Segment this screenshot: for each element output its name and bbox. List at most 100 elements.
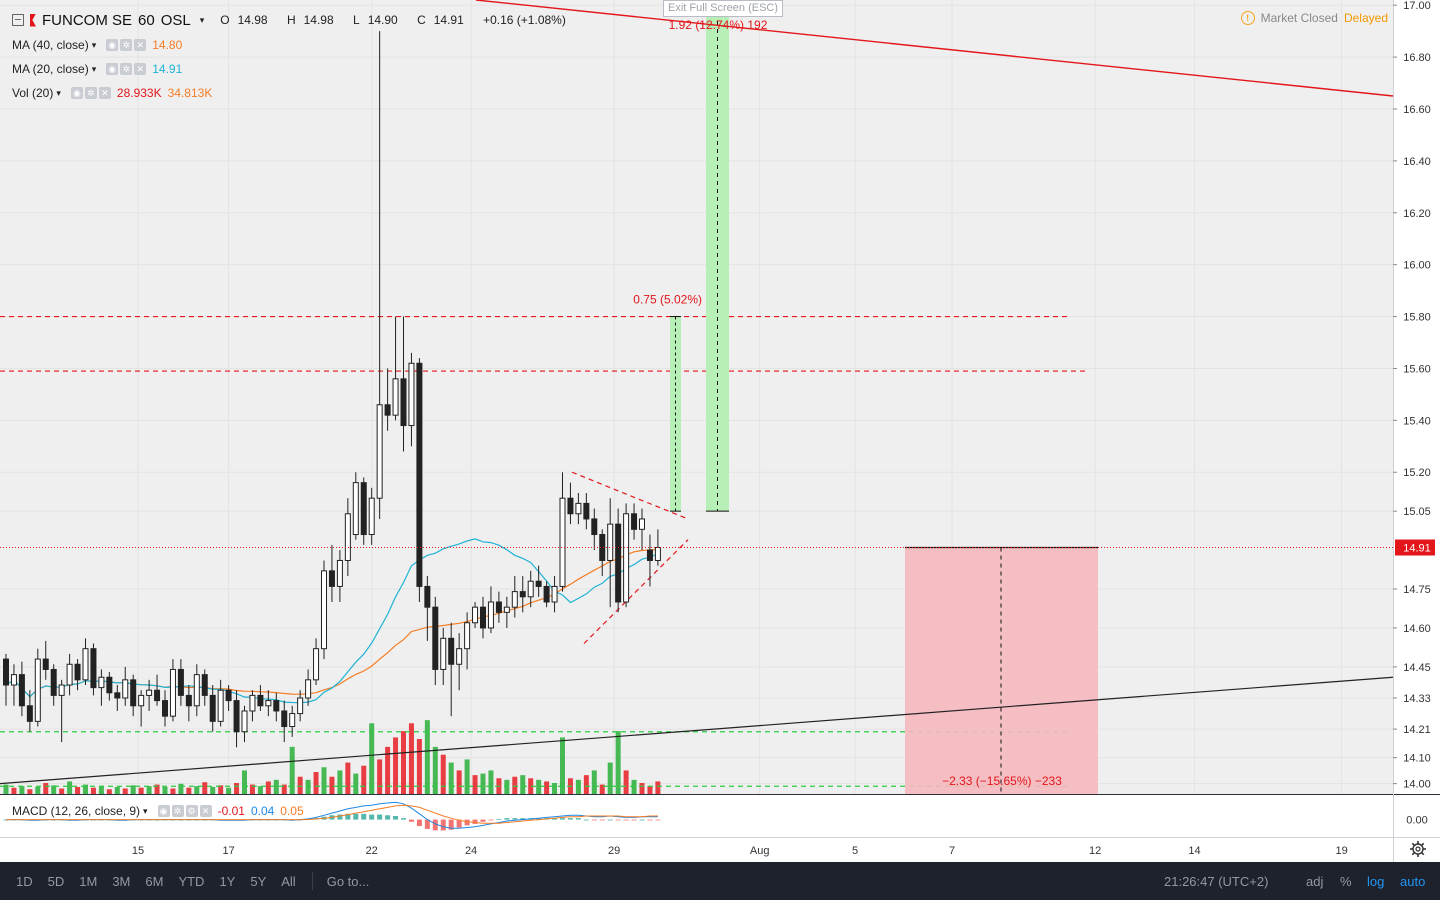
candle-body <box>50 668 57 696</box>
timeframe-all[interactable]: All <box>281 873 296 889</box>
vol-label[interactable]: Vol (20) <box>12 86 54 100</box>
macd-histogram-bar <box>448 819 454 830</box>
volume-bar <box>305 779 311 794</box>
macd-histogram-bar <box>623 819 629 821</box>
settings-icon[interactable]: ⚙ <box>185 805 198 817</box>
eye-icon[interactable]: ◉ <box>157 805 170 817</box>
timeframe-1d[interactable]: 1D <box>16 873 33 889</box>
candle-body <box>225 689 232 702</box>
ma40-label[interactable]: MA (40, close) <box>12 38 89 52</box>
warning-icon: ! <box>1240 11 1255 25</box>
timeframe-5d[interactable]: 5D <box>47 873 65 889</box>
candle <box>34 648 41 727</box>
triangle-lower-line <box>583 539 689 644</box>
volume-bar <box>607 762 613 794</box>
macd-label[interactable]: MACD (12, 26, close, 9) <box>12 804 141 818</box>
candle-body <box>392 378 399 416</box>
price-tick-label: 16.00 <box>1403 260 1431 272</box>
candle-body <box>519 591 526 598</box>
volume-bar <box>456 770 462 794</box>
candle-body <box>448 637 455 665</box>
macd-histogram-bar <box>599 819 605 821</box>
candle <box>146 679 153 711</box>
symbol-name[interactable]: FUNCOM SE <box>42 11 132 29</box>
candle <box>400 316 407 452</box>
interval[interactable]: 60 <box>138 11 155 29</box>
candle-body <box>535 580 542 587</box>
clock[interactable]: 21:26:47 (UTC+2) <box>1164 873 1269 889</box>
indicator-macd[interactable]: MACD (12, 26, close, 9) ▾ ◉ ✲ ⚙ ✕ -0.01 … <box>12 802 304 820</box>
legend: FUNCOM SE 60 OSL ▾ O 14.98 H 14.98 L 14.90 … <box>0 0 1000 818</box>
chevron-down-icon[interactable]: ▾ <box>91 39 97 50</box>
candle-body <box>114 692 121 699</box>
timeframe-3m[interactable]: 3M <box>112 873 131 889</box>
volume-bar <box>114 786 120 794</box>
percent-toggle[interactable]: % <box>1340 873 1352 889</box>
candle <box>495 591 502 623</box>
candle <box>193 664 200 717</box>
candle-body <box>487 601 494 629</box>
candle-body <box>575 502 582 515</box>
candle <box>384 368 391 431</box>
timeframe-5y[interactable]: 5Y <box>250 873 267 889</box>
adj-toggle[interactable]: adj <box>1306 873 1324 889</box>
candle-body <box>623 513 630 603</box>
candle-body <box>177 668 184 696</box>
candle <box>392 316 399 421</box>
chevron-down-icon[interactable]: ▾ <box>56 87 61 98</box>
chevron-down-icon[interactable]: ▾ <box>91 63 97 74</box>
collapse-legend-icon[interactable] <box>12 14 24 26</box>
close-icon[interactable]: ✕ <box>134 63 147 75</box>
price-tick-label: 16.60 <box>1403 104 1431 116</box>
volume-bar <box>122 788 128 794</box>
gear-icon[interactable] <box>1409 840 1427 858</box>
candle <box>456 633 463 691</box>
close-icon[interactable]: ✕ <box>98 87 111 99</box>
time-tick-label: 22 <box>366 845 378 857</box>
price-tick-label: 15.80 <box>1403 312 1431 324</box>
macd-histogram-bar <box>401 818 406 820</box>
macd-histogram-bar <box>520 818 526 820</box>
candle-body <box>328 570 335 587</box>
exchange[interactable]: OSL <box>160 11 191 29</box>
gear-icon[interactable]: ✲ <box>120 63 133 75</box>
close-icon[interactable]: ✕ <box>134 39 147 51</box>
indicator-ma40[interactable]: MA (40, close) ▾ ◉ ✲ ✕ 14.80 <box>12 36 182 54</box>
timeframe-1m[interactable]: 1M <box>79 873 98 889</box>
candle <box>289 705 296 737</box>
candle <box>368 487 375 545</box>
ma20-controls: ◉ ✲ ✕ <box>106 63 147 75</box>
eye-icon[interactable]: ◉ <box>106 63 119 75</box>
chevron-down-icon[interactable]: ▾ <box>199 14 205 25</box>
market-status[interactable]: ! Market Closed Delayed <box>1240 11 1388 25</box>
indicator-volume[interactable]: Vol (20) ▾ ◉ ✲ ✕ 28.933K 34.813K <box>12 84 212 102</box>
gear-icon[interactable]: ✲ <box>120 39 133 51</box>
timeframe-6m[interactable]: 6M <box>145 873 164 889</box>
time-tick-label: 14 <box>1188 845 1200 857</box>
auto-toggle[interactable]: auto <box>1400 873 1426 889</box>
goto-button[interactable]: Go to... <box>326 873 370 889</box>
ma20-label[interactable]: MA (20, close) <box>12 62 89 76</box>
candle-body <box>559 497 566 587</box>
close-icon[interactable]: ✕ <box>199 805 212 817</box>
timeframe-1y[interactable]: 1Y <box>219 873 236 889</box>
candle-body <box>130 679 137 707</box>
macd-histogram-bar <box>432 819 438 831</box>
log-toggle[interactable]: log <box>1367 873 1385 889</box>
indicator-ma20[interactable]: MA (20, close) ▾ ◉ ✲ ✕ 14.91 <box>12 60 182 78</box>
gear-icon[interactable]: ✲ <box>171 805 184 817</box>
candle <box>233 690 240 748</box>
timeframe-ytd[interactable]: YTD <box>178 873 205 889</box>
candle <box>66 653 73 696</box>
price-tick-label: 14.60 <box>1403 623 1431 635</box>
macd-histogram-bar <box>615 819 621 821</box>
candle-body <box>352 482 359 536</box>
candle-body <box>384 404 391 416</box>
eye-icon[interactable]: ◉ <box>70 87 83 99</box>
gear-icon[interactable]: ✲ <box>84 87 97 99</box>
eye-icon[interactable]: ◉ <box>106 39 119 51</box>
candle-body <box>400 378 407 427</box>
candle <box>265 690 272 717</box>
chevron-down-icon[interactable]: ▾ <box>143 805 148 816</box>
